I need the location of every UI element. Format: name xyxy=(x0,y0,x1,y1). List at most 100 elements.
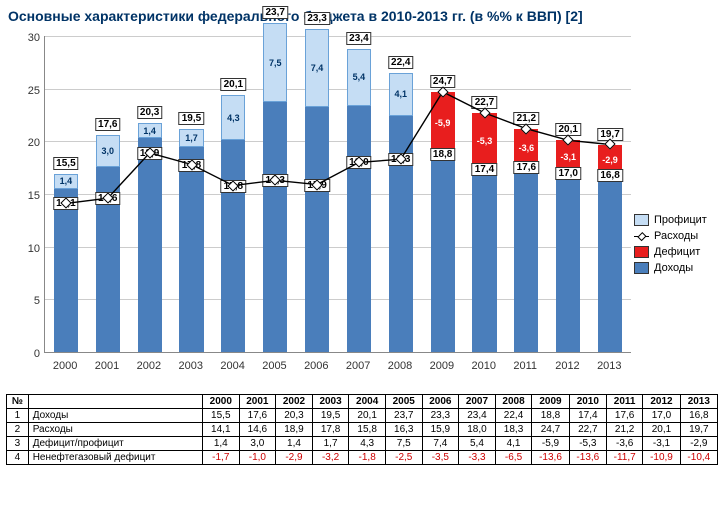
cell: 17,0 xyxy=(643,409,680,423)
x-tick: 2011 xyxy=(513,360,537,372)
cell: 14,1 xyxy=(202,423,239,437)
cell: -3,6 xyxy=(606,437,642,451)
cell: 14,6 xyxy=(239,423,276,437)
y-tick: 15 xyxy=(12,190,40,202)
th-year: 2004 xyxy=(349,395,386,409)
th-year: 2009 xyxy=(532,395,569,409)
th-year: 2003 xyxy=(312,395,349,409)
th-year: 2000 xyxy=(202,395,239,409)
cell: 22,7 xyxy=(569,423,606,437)
cell: 18,9 xyxy=(276,423,313,437)
th-year: 2010 xyxy=(569,395,606,409)
th-num: № xyxy=(7,395,29,409)
th-year: 2001 xyxy=(239,395,276,409)
cell: 15,8 xyxy=(349,423,386,437)
cell: 7,4 xyxy=(422,437,459,451)
row-num: 2 xyxy=(7,423,29,437)
chart-title: Основные характеристики федерального бюд… xyxy=(6,4,718,28)
cell: 17,8 xyxy=(312,423,349,437)
cell: 1,4 xyxy=(202,437,239,451)
cell: 4,3 xyxy=(349,437,386,451)
x-tick: 2002 xyxy=(137,360,161,372)
row-num: 1 xyxy=(7,409,29,423)
x-tick: 2003 xyxy=(179,360,203,372)
cell: -2,9 xyxy=(680,437,717,451)
bar-2010: -5,322,717,4 xyxy=(472,113,496,352)
cell: -3,1 xyxy=(643,437,680,451)
bar-2001: 3,017,614,6 xyxy=(96,135,120,352)
cell: -3,3 xyxy=(459,451,496,465)
cell: 4,1 xyxy=(495,437,532,451)
cell: -13,6 xyxy=(569,451,606,465)
y-tick: 5 xyxy=(12,295,40,307)
cell: 18,8 xyxy=(532,409,569,423)
cell: 16,3 xyxy=(385,423,422,437)
x-tick: 2009 xyxy=(430,360,454,372)
cell: -11,7 xyxy=(606,451,642,465)
cell: 22,4 xyxy=(495,409,532,423)
th-year: 2005 xyxy=(385,395,422,409)
y-tick: 0 xyxy=(12,348,40,360)
cell: -1,0 xyxy=(239,451,276,465)
x-tick: 2010 xyxy=(472,360,496,372)
legend-item: Профицит xyxy=(634,214,707,226)
cell: 21,2 xyxy=(606,423,642,437)
bar-2004: 4,320,115,8 xyxy=(221,95,245,352)
bar-2012: -3,120,117,0 xyxy=(556,140,580,352)
th-year: 2006 xyxy=(422,395,459,409)
cell: -2,9 xyxy=(276,451,313,465)
cell: 17,6 xyxy=(239,409,276,423)
x-tick: 2008 xyxy=(388,360,412,372)
th-year: 2008 xyxy=(495,395,532,409)
cell: -1,8 xyxy=(349,451,386,465)
legend-item: Дефицит xyxy=(634,246,707,258)
th-year: 2007 xyxy=(459,395,496,409)
cell: 23,7 xyxy=(385,409,422,423)
x-tick: 2013 xyxy=(597,360,621,372)
cell: -13,6 xyxy=(532,451,569,465)
cell: 1,4 xyxy=(276,437,313,451)
cell: 3,0 xyxy=(239,437,276,451)
row-label: Расходы xyxy=(28,423,202,437)
cell: 16,8 xyxy=(680,409,717,423)
cell: 24,7 xyxy=(532,423,569,437)
th-year: 2013 xyxy=(680,395,717,409)
row-num: 3 xyxy=(7,437,29,451)
cell: -2,5 xyxy=(385,451,422,465)
plot-area: 1,415,514,13,017,614,61,420,318,91,719,5… xyxy=(44,36,631,353)
cell: 15,9 xyxy=(422,423,459,437)
row-label: Ненефтегазовый дефицит xyxy=(28,451,202,465)
cell: -6,5 xyxy=(495,451,532,465)
cell: 15,5 xyxy=(202,409,239,423)
cell: 19,5 xyxy=(312,409,349,423)
cell: -3,2 xyxy=(312,451,349,465)
y-tick: 10 xyxy=(12,243,40,255)
bar-2013: -2,919,716,8 xyxy=(598,145,622,352)
cell: 19,7 xyxy=(680,423,717,437)
row-num: 4 xyxy=(7,451,29,465)
row-label: Дефицит/профицит xyxy=(28,437,202,451)
bar-2011: -3,621,217,6 xyxy=(514,129,538,352)
cell: 23,4 xyxy=(459,409,496,423)
cell: 18,0 xyxy=(459,423,496,437)
bar-2007: 5,423,418,0 xyxy=(347,49,371,352)
legend-item: Расходы xyxy=(634,230,707,242)
x-tick: 2005 xyxy=(262,360,286,372)
cell: -10,9 xyxy=(643,451,680,465)
cell: -3,5 xyxy=(422,451,459,465)
bar-2009: -5,924,718,8 xyxy=(431,92,455,352)
cell: 7,5 xyxy=(385,437,422,451)
cell: 5,4 xyxy=(459,437,496,451)
cell: 20,1 xyxy=(643,423,680,437)
y-tick: 25 xyxy=(12,85,40,97)
x-tick: 2001 xyxy=(95,360,119,372)
cell: -10,4 xyxy=(680,451,717,465)
cell: 20,1 xyxy=(349,409,386,423)
chart: 1,415,514,13,017,614,61,420,318,91,719,5… xyxy=(6,28,718,388)
legend-item: Доходы xyxy=(634,262,707,274)
cell: 1,7 xyxy=(312,437,349,451)
x-tick: 2004 xyxy=(220,360,244,372)
cell: 18,3 xyxy=(495,423,532,437)
x-tick: 2007 xyxy=(346,360,370,372)
bar-2008: 4,122,418,3 xyxy=(389,73,413,352)
